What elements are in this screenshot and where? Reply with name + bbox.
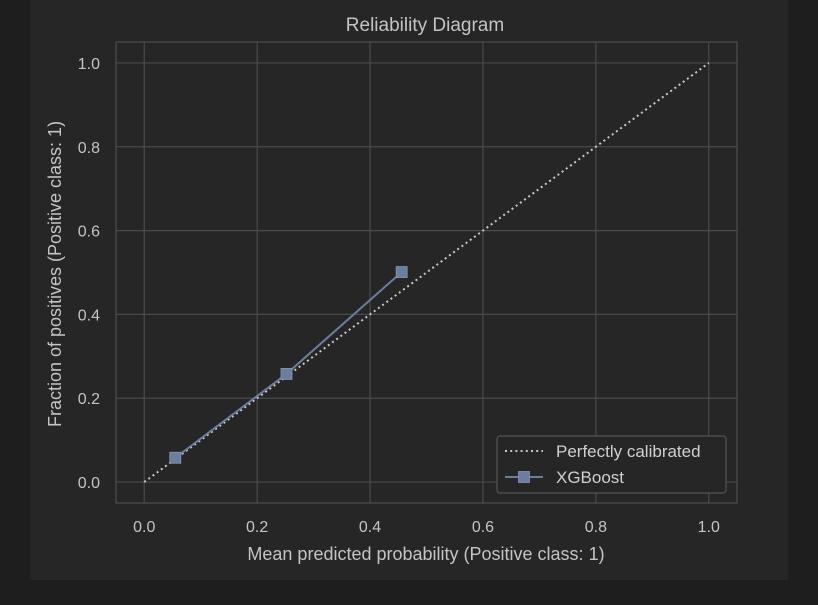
legend: Perfectly calibrated XGBoost [496,435,727,494]
x-tick-label: 0.4 [359,519,381,536]
xgboost-marker [280,368,293,380]
legend-marker-xgboost [518,471,530,483]
x-tick-label: 0.8 [585,519,607,536]
xgboost-marker [169,451,182,464]
y-tick-label: 1.0 [78,56,100,73]
y-tick-label: 0.6 [78,224,100,241]
y-tick-label: 0.2 [78,391,100,408]
x-axis-label: Mean predicted probability (Positive cla… [247,544,604,564]
legend-box [496,435,727,494]
y-tick-label: 0.4 [78,307,100,324]
chart-title: Reliability Diagram [346,15,504,36]
legend-label-perfectly-calibrated: Perfectly calibrated [556,442,701,461]
legend-label-xgboost: XGBoost [556,468,624,487]
y-axis-label: Fraction of positives (Positive class: 1… [45,121,65,427]
x-tick-label: 0.6 [472,519,494,536]
plot-area [115,41,738,504]
x-tick-label: 0.0 [133,519,155,536]
y-tick-label: 0.8 [78,140,100,157]
xgboost-marker [395,266,408,278]
x-tick-label: 1.0 [698,519,720,536]
x-tick-label: 0.2 [246,519,268,536]
y-tick-label: 0.0 [78,475,100,492]
